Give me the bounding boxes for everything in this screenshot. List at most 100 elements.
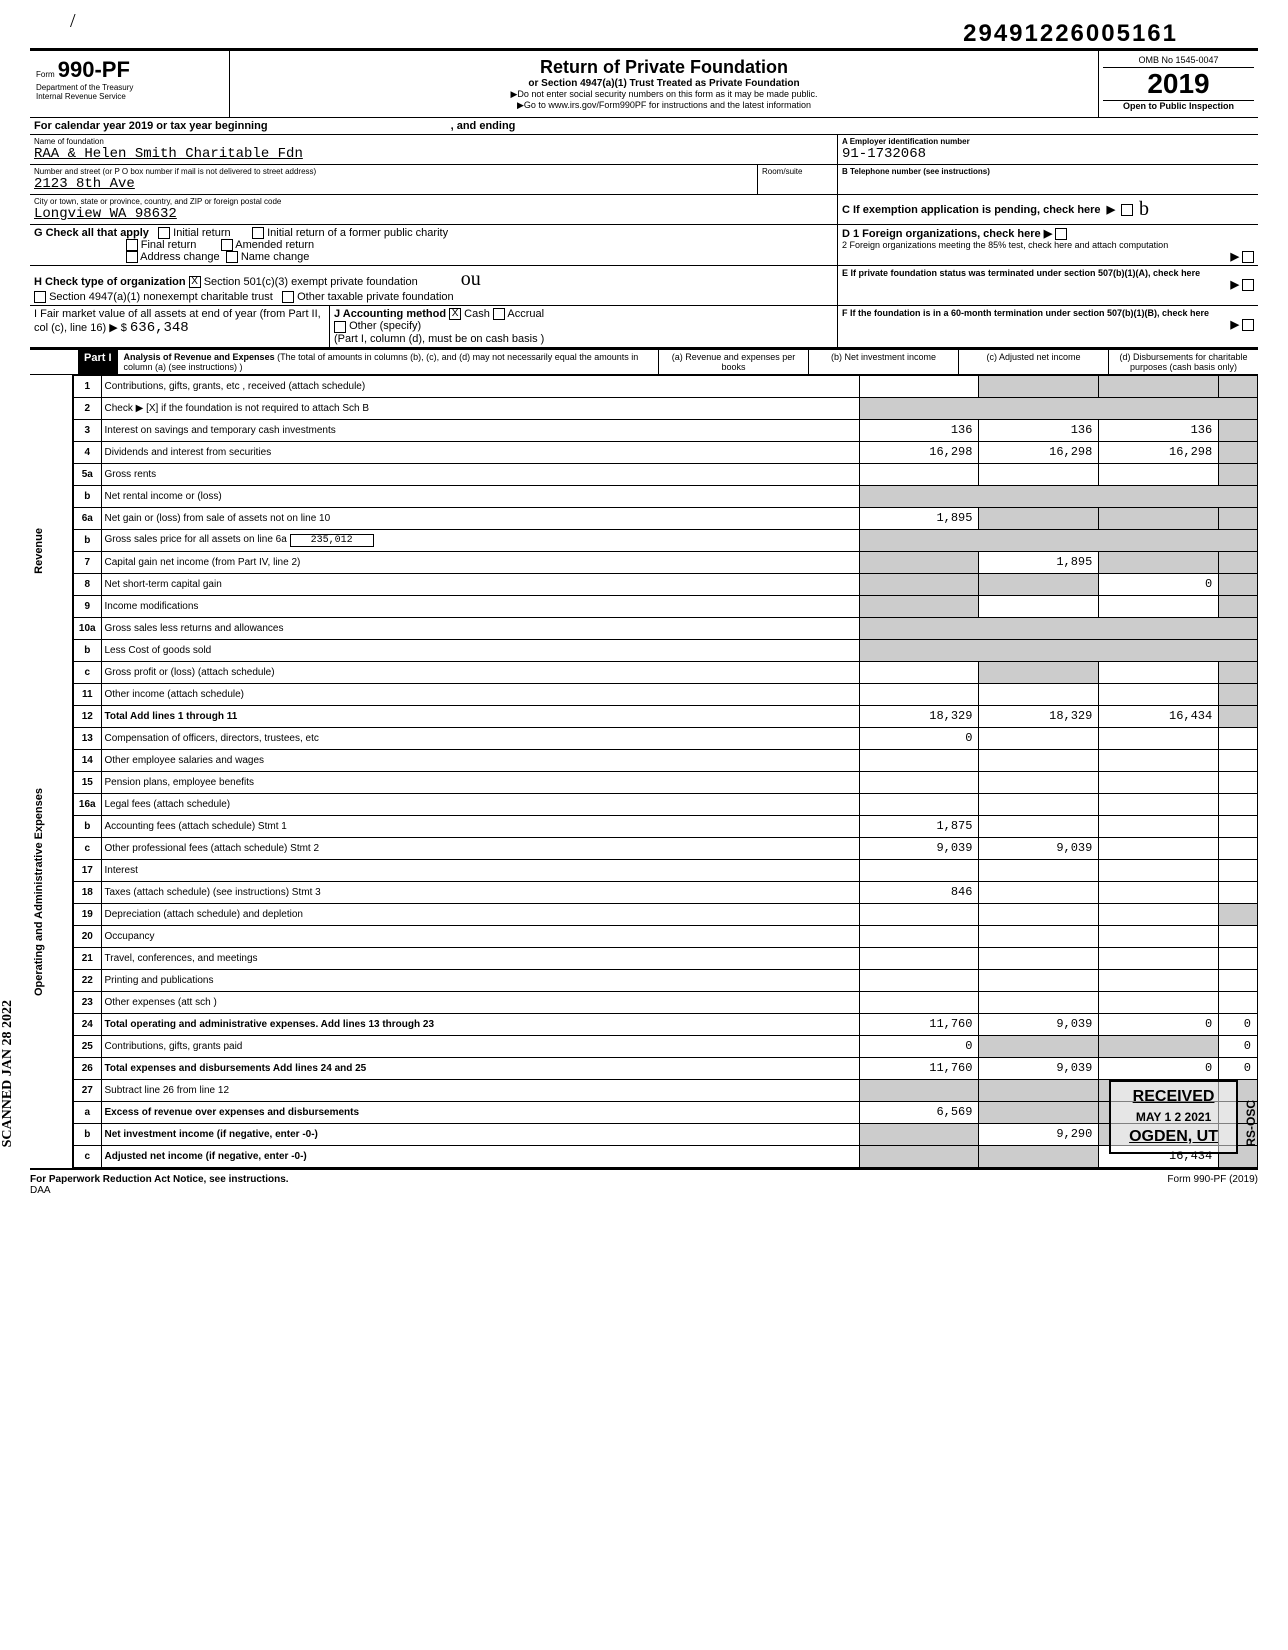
- cell-value: 9,039: [859, 837, 979, 859]
- cell-value: 16,298: [1099, 441, 1219, 463]
- cell-value: 136: [979, 419, 1099, 441]
- cell-value: 0: [1099, 1013, 1219, 1035]
- cell-value: 1,895: [859, 507, 979, 529]
- j-other-label: Other (specify): [349, 320, 421, 332]
- item-j-label: J Accounting method: [334, 308, 446, 320]
- form-title: Return of Private Foundation: [236, 57, 1092, 78]
- daa-label: DAA: [30, 1185, 51, 1196]
- j-cash-label: Cash: [464, 308, 490, 320]
- cell-value: 0: [859, 727, 979, 749]
- g-address-change-checkbox[interactable]: [126, 251, 138, 263]
- cell-value: 16,434: [1099, 705, 1219, 727]
- line-desc: Legal fees (attach schedule): [101, 793, 859, 815]
- cell-value: 18,329: [979, 705, 1099, 727]
- paperwork-notice: For Paperwork Reduction Act Notice, see …: [30, 1174, 289, 1185]
- line-desc: Gross sales less returns and allowances: [101, 617, 859, 639]
- line-desc: Dividends and interest from securities: [101, 441, 859, 463]
- j-other-checkbox[interactable]: [334, 321, 346, 333]
- cell-value: 9,039: [979, 1057, 1099, 1079]
- telephone-label: B Telephone number (see instructions): [842, 167, 1254, 176]
- cell-value: 0: [1219, 1013, 1258, 1035]
- form-number: 990-PF: [58, 57, 130, 82]
- cell-value: 16,298: [979, 441, 1099, 463]
- line-desc: Contributions, gifts, grants paid: [101, 1035, 859, 1057]
- street-address: 2123 8th Ave: [34, 176, 753, 192]
- line-desc: Compensation of officers, directors, tru…: [101, 727, 859, 749]
- j-accrual-checkbox[interactable]: [493, 308, 505, 320]
- room-suite-label: Room/suite: [762, 167, 833, 176]
- g-item: Initial return of a former public charit…: [267, 227, 448, 239]
- g-final-return-checkbox[interactable]: [126, 239, 138, 251]
- cell-value: 9,290: [979, 1123, 1099, 1145]
- form-header: Form 990-PF Department of the Treasury I…: [30, 48, 1258, 118]
- irs-label: Internal Revenue Service: [36, 92, 223, 101]
- arrow-icon: ▶: [1044, 228, 1052, 240]
- revenue-sidebar: Revenue: [33, 528, 45, 574]
- g-former-charity-checkbox[interactable]: [252, 227, 264, 239]
- h-item: Section 4947(a)(1) nonexempt charitable …: [49, 291, 273, 303]
- h-other-checkbox[interactable]: [282, 291, 294, 303]
- f-checkbox[interactable]: [1242, 319, 1254, 331]
- part-i-label: Part I: [78, 350, 118, 374]
- line-desc: Depreciation (attach schedule) and deple…: [101, 903, 859, 925]
- col-a-header: (a) Revenue and expenses per books: [658, 350, 808, 374]
- dept-treasury: Department of the Treasury: [36, 83, 223, 92]
- g-item: Amended return: [235, 239, 314, 251]
- g-item: Name change: [241, 251, 310, 263]
- line-desc: Other income (attach schedule): [101, 683, 859, 705]
- item-c-checkbox[interactable]: [1121, 204, 1133, 216]
- handwriting: b: [1139, 198, 1149, 221]
- h-item: Section 501(c)(3) exempt private foundat…: [204, 276, 418, 288]
- line-desc: Capital gain net income (from Part IV, l…: [101, 551, 859, 573]
- line-desc: Interest: [101, 859, 859, 881]
- g-name-change-checkbox[interactable]: [226, 251, 238, 263]
- j-cash-checkbox[interactable]: X: [449, 308, 461, 320]
- address-label: Number and street (or P O box number if …: [34, 167, 753, 176]
- arrow-icon: ▶: [1230, 279, 1238, 291]
- cell-value: 11,760: [859, 1057, 979, 1079]
- g-amended-checkbox[interactable]: [221, 239, 233, 251]
- j-note: (Part I, column (d), must be on cash bas…: [334, 333, 544, 345]
- h-501c3-checkbox[interactable]: X: [189, 276, 201, 288]
- tax-year: 2019: [1103, 68, 1254, 101]
- fmv-value: 636,348: [130, 320, 189, 336]
- d1-checkbox[interactable]: [1055, 228, 1067, 240]
- page-footer: For Paperwork Reduction Act Notice, see …: [30, 1168, 1258, 1196]
- handwriting: /: [70, 10, 76, 33]
- line-desc: Adjusted net income (if negative, enter …: [101, 1145, 859, 1167]
- received-stamp: RECEIVED MAY 1 2 2021 OGDEN, UT: [1109, 1080, 1238, 1154]
- arrow-icon: ▶: [1230, 251, 1238, 263]
- foundation-name: RAA & Helen Smith Charitable Fdn: [34, 146, 833, 162]
- cell-value: 18,329: [859, 705, 979, 727]
- line-desc: Net short-term capital gain: [101, 573, 859, 595]
- e-checkbox[interactable]: [1242, 279, 1254, 291]
- cell-value: 846: [859, 881, 979, 903]
- j-accrual-label: Accrual: [507, 308, 544, 320]
- line-desc: Other employee salaries and wages: [101, 749, 859, 771]
- form-note1: ▶Do not enter social security numbers on…: [236, 89, 1092, 100]
- line-desc: Contributions, gifts, grants, etc , rece…: [101, 375, 859, 397]
- g-initial-return-checkbox[interactable]: [158, 227, 170, 239]
- arrow-icon: ▶: [1107, 203, 1115, 216]
- line-desc: Pension plans, employee benefits: [101, 771, 859, 793]
- dln-number: 29491226005161: [30, 20, 1258, 48]
- d2-checkbox[interactable]: [1242, 251, 1254, 263]
- line-desc: Net investment income (if negative, ente…: [101, 1123, 859, 1145]
- cell-value: 0: [859, 1035, 979, 1057]
- item-d2-label: 2 Foreign organizations meeting the 85% …: [842, 240, 1254, 250]
- side-code-stamp: RS-OSC: [1244, 1100, 1258, 1147]
- cell-value: 136: [1099, 419, 1219, 441]
- cell-value: 16,298: [859, 441, 979, 463]
- col-d-header: (d) Disbursements for charitable purpose…: [1108, 350, 1258, 374]
- line-desc: Excess of revenue over expenses and disb…: [101, 1101, 859, 1123]
- col-c-header: (c) Adjusted net income: [958, 350, 1108, 374]
- g-item: Final return: [141, 239, 197, 251]
- h-4947-checkbox[interactable]: [34, 291, 46, 303]
- form-subtitle: or Section 4947(a)(1) Trust Treated as P…: [236, 78, 1092, 89]
- cell-value: 0: [1219, 1057, 1258, 1079]
- line-desc: Other professional fees (attach schedule…: [101, 837, 859, 859]
- cell-value: 235,012: [290, 534, 374, 547]
- cell-value: 9,039: [979, 1013, 1099, 1035]
- cell-value: 136: [859, 419, 979, 441]
- part-i-heading: Analysis of Revenue and Expenses: [124, 352, 275, 362]
